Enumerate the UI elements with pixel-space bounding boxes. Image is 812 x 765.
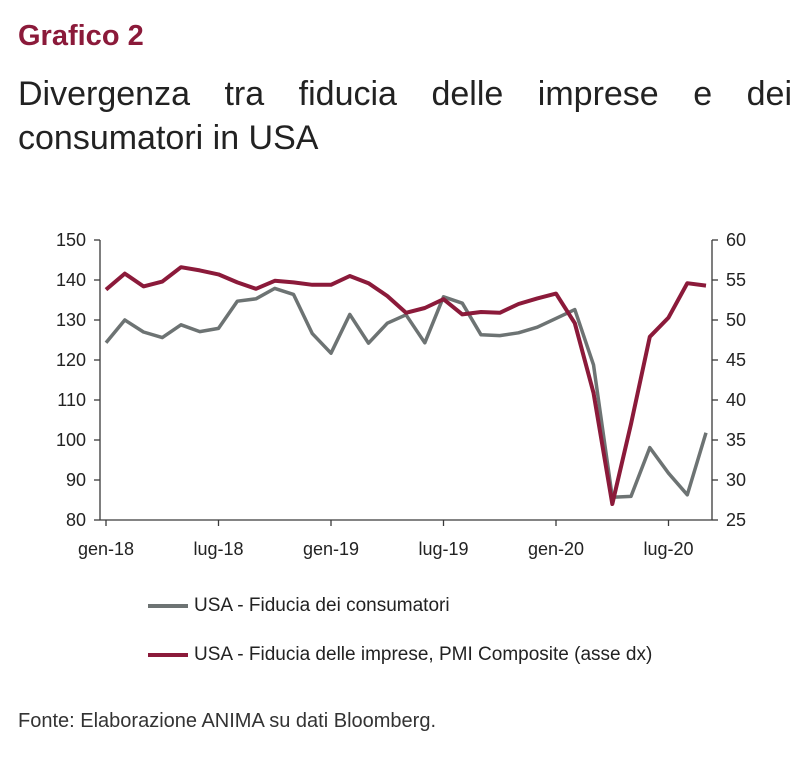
y-right-tick-label: 55 [726, 270, 746, 290]
x-tick-label: lug-19 [418, 539, 468, 559]
legend-item-business: USA - Fiducia delle imprese, PMI Composi… [148, 644, 652, 666]
series-line-consumer [104, 286, 708, 499]
x-tick-label: gen-18 [78, 539, 134, 559]
y-left-tick-label: 90 [66, 470, 86, 490]
source-note: Fonte: Elaborazione ANIMA su dati Bloomb… [18, 710, 437, 732]
y-right-tick-label: 30 [726, 470, 746, 490]
x-tick-label: gen-20 [528, 539, 584, 559]
legend-swatch-business [148, 653, 188, 657]
legend-item-consumer: USA - Fiducia dei consumatori [148, 595, 450, 617]
y-left-tick-label: 110 [57, 390, 86, 410]
y-right-tick-label: 35 [726, 430, 746, 450]
y-right-tick-label: 40 [726, 390, 746, 410]
x-tick-label: gen-19 [303, 539, 359, 559]
y-right-tick-label: 45 [726, 350, 746, 370]
chart-label: Grafico 2 [18, 20, 144, 52]
y-right-tick-label: 25 [726, 510, 746, 530]
y-left-tick-label: 140 [56, 270, 86, 290]
y-right-tick-label: 60 [726, 230, 746, 250]
line-chart: 150 140 130 120 110 100 90 80 60 55 50 45 40 35 30 25 ge… [56, 230, 746, 559]
legend-label-business: USA - Fiducia delle imprese, PMI Composi… [194, 644, 653, 665]
y-left-tick-label: 100 [56, 430, 86, 450]
x-tick-label: lug-18 [193, 539, 243, 559]
y-left-tick-label: 130 [56, 310, 86, 330]
y-left-tick-label: 80 [66, 510, 86, 530]
y-left-tick-label: 150 [56, 230, 86, 250]
chart-title: Divergenza tra fiducia delle imprese e d… [18, 75, 792, 158]
legend-swatch-consumer [148, 604, 188, 608]
legend-label-consumer: USA - Fiducia dei consumatori [194, 595, 450, 616]
series-line-business [104, 265, 707, 506]
y-right-tick-label: 50 [726, 310, 746, 330]
x-tick-label: lug-20 [643, 539, 693, 559]
y-left-tick-label: 120 [56, 350, 86, 370]
